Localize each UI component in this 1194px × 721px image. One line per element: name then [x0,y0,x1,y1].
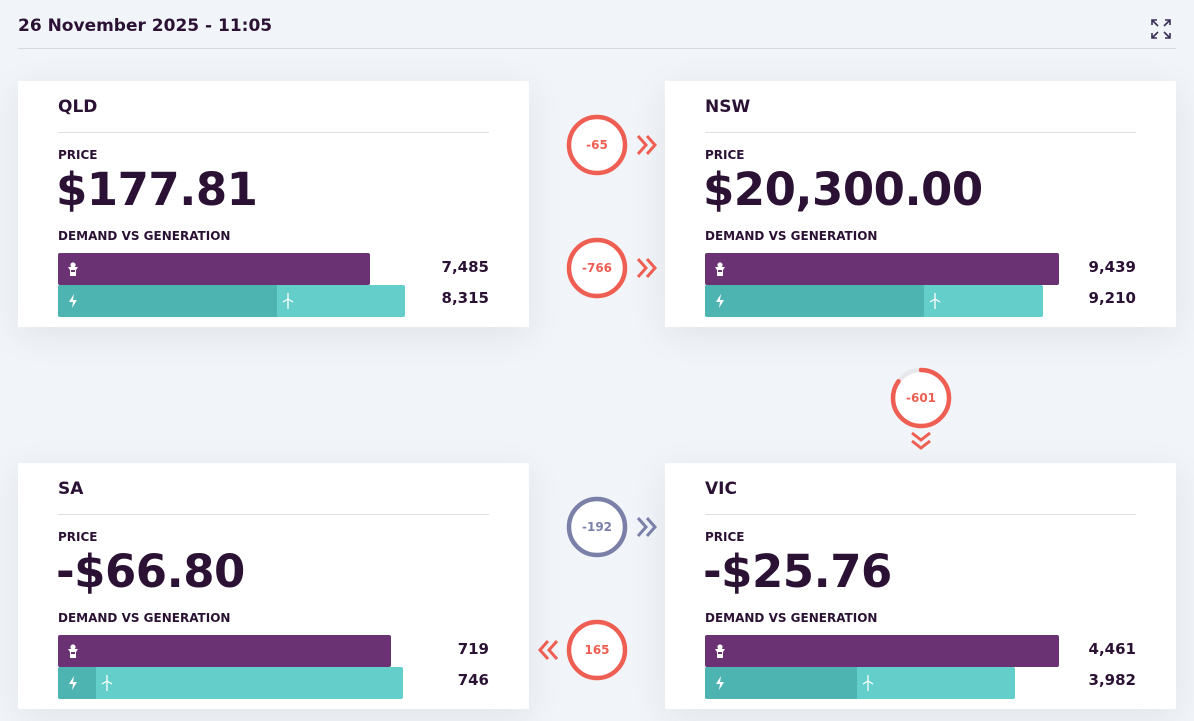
price-value: $20,300.00 [703,163,983,216]
generation-value: 3,982 [1088,671,1136,689]
demand-vs-generation-label: DEMAND VS GENERATION [58,611,231,625]
demand-value: 719 [457,640,489,658]
divider [705,514,1136,515]
generation-value: 9,210 [1088,289,1136,307]
wind-turbine-icon [283,293,294,309]
lightning-icon [716,676,724,690]
generation-bar-track [58,285,412,317]
generation-bar [58,285,405,317]
demand-person-icon [68,262,78,276]
demand-vs-generation-label: DEMAND VS GENERATION [705,611,878,625]
flow-value: -601 [905,391,937,405]
flow-value: -65 [586,138,608,152]
region-name: VIC [705,479,737,499]
divider [58,514,489,515]
demand-bar [705,635,1059,667]
flow-value: -766 [581,261,613,275]
generation-value: 8,315 [441,289,489,307]
generation-bar [705,285,1044,317]
header: 26 November 2025 - 11:05 [18,0,1176,49]
region-name: QLD [58,97,98,117]
generation-value: 746 [457,671,489,689]
price-value: $177.81 [56,163,258,216]
demand-bar-track [705,635,1059,667]
region-card-qld[interactable]: QLD PRICE $177.81 DEMAND VS GENERATION 7… [18,81,529,327]
demand-vs-generation-label: DEMAND VS GENERATION [58,229,231,243]
generation-bar-track [58,667,412,699]
flow-value: 165 [584,643,610,657]
generation-bar-track [705,285,1059,317]
page-title: 26 November 2025 - 11:05 [18,16,273,36]
flow-value: -192 [581,520,613,534]
price-label: PRICE [58,148,98,162]
demand-value: 9,439 [1088,258,1136,276]
price-label: PRICE [705,530,745,544]
generation-bar-track [705,667,1059,699]
region-card-nsw[interactable]: NSW PRICE $20,300.00 DEMAND VS GENERATIO… [665,81,1176,327]
demand-bar [705,253,1059,285]
expand-icon[interactable] [1150,18,1172,40]
wind-turbine-icon [930,293,941,309]
region-name: SA [58,479,84,499]
generation-bar [58,667,404,699]
wind-turbine-icon [101,675,113,691]
generation-segment [705,667,858,699]
demand-bar [58,253,370,285]
demand-value: 7,485 [441,258,489,276]
interconnector-flow-nsw-vic[interactable]: -601 [890,367,952,457]
lightning-icon [716,294,724,308]
generation-segment [58,285,278,317]
demand-vs-generation-label: DEMAND VS GENERATION [705,229,878,243]
demand-bar-track [58,253,412,285]
demand-person-icon [715,644,725,658]
wind-turbine-icon [862,675,874,691]
demand-bar-track [705,253,1059,285]
demand-bar [58,635,391,667]
price-value: -$66.80 [56,545,245,598]
demand-person-icon [715,262,725,276]
interconnector-flow-sa-vic-2[interactable]: 165 [530,619,630,681]
price-label: PRICE [58,530,98,544]
interconnector-flow-qld-nsw-2[interactable]: -766 [566,237,666,299]
generation-segment [705,285,925,317]
price-label: PRICE [705,148,745,162]
demand-bar-track [58,635,412,667]
generation-bar [705,667,1015,699]
region-card-vic[interactable]: VIC PRICE -$25.76 DEMAND VS GENERATION 4… [665,463,1176,709]
demand-person-icon [68,644,78,658]
generation-segment [58,667,96,699]
lightning-icon [69,676,77,690]
demand-value: 4,461 [1088,640,1136,658]
interconnector-flow-qld-nsw[interactable]: -65 [566,114,666,176]
interconnector-flow-sa-vic[interactable]: -192 [566,496,666,558]
divider [705,132,1136,133]
price-value: -$25.76 [703,545,892,598]
divider [58,132,489,133]
region-name: NSW [705,97,751,117]
lightning-icon [69,294,77,308]
region-card-sa[interactable]: SA PRICE -$66.80 DEMAND VS GENERATION 71… [18,463,529,709]
